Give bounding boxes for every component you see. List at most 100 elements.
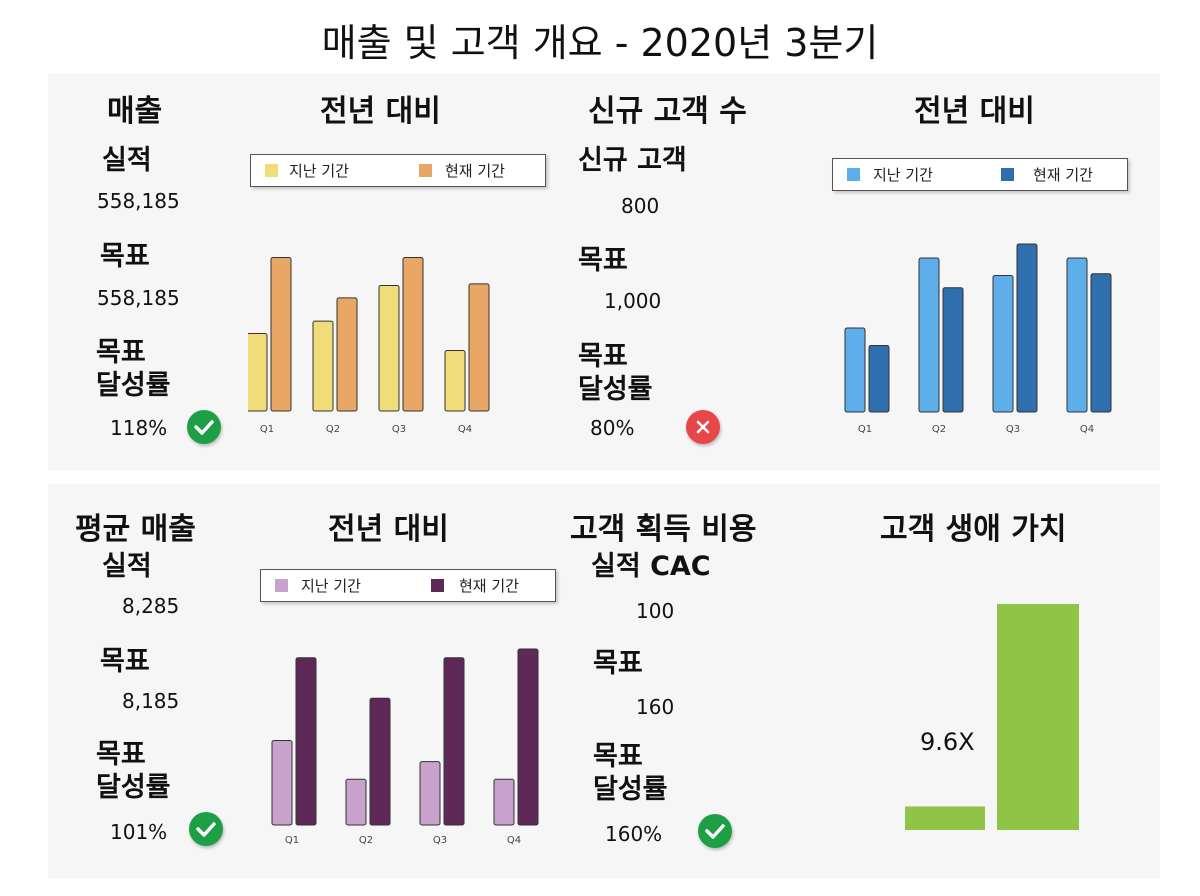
legend-label-current: 현재 기간: [1033, 166, 1093, 184]
avg-sales-yoy-chart: Q1 Q2 Q3 Q4: [271, 648, 539, 846]
x-tick-label: Q4: [507, 835, 521, 846]
top-panel: 매출 실적 558,185 목표 558,185 목표 달성률 118% 전년 …: [48, 74, 1160, 470]
customers-rate-value: 80%: [590, 416, 635, 440]
page-title: 매출 및 고객 개요 - 2020년 3분기: [321, 21, 879, 65]
bar-q1-previous: [248, 333, 268, 412]
check-icon: [698, 814, 732, 848]
sales-chart-title: 전년 대비: [320, 94, 441, 129]
legend-label-previous: 지난 기간: [301, 577, 361, 595]
legend-swatch-previous: [847, 168, 860, 181]
avg-sales-rate-value: 101%: [110, 820, 168, 844]
sales-rate-label-2: 달성률: [96, 370, 171, 401]
bar-q3-current: [402, 257, 424, 412]
bar-q1-current: [295, 657, 317, 826]
clv-chart: [905, 604, 1079, 830]
x-tick-label: Q3: [1006, 424, 1020, 435]
avg-sales-target-label: 목표: [100, 646, 150, 677]
sales-rate-label-1: 목표: [96, 337, 146, 368]
x-tick-label: Q3: [433, 835, 447, 846]
legend-label-previous: 지난 기간: [289, 162, 349, 180]
bar-q3-current: [443, 657, 465, 826]
bar-q2-previous: [345, 778, 367, 826]
x-tick-label: Q2: [359, 835, 373, 846]
bar-q1-previous: [844, 327, 866, 413]
legend-swatch-previous: [275, 579, 288, 592]
bar-q1-current: [270, 257, 292, 412]
bottom-panel: 평균 매출 실적 8,285 목표 8,185 목표 달성률 101% 전년 대…: [48, 484, 1160, 878]
avg-sales-rate-label-2: 달성률: [96, 772, 171, 803]
bar-q4-current: [1090, 273, 1112, 413]
customers-target-label: 목표: [578, 245, 628, 276]
x-tick-label: Q4: [458, 424, 472, 435]
x-tick-label: Q1: [260, 424, 274, 435]
legend-label-previous: 지난 기간: [873, 166, 933, 184]
customers-rate-label-2: 달성률: [578, 374, 653, 405]
legend-swatch-current: [1001, 168, 1014, 181]
bar-q3-previous: [378, 284, 400, 412]
avg-sales-actual-label: 실적: [102, 551, 152, 582]
bar-q1-previous: [271, 740, 293, 826]
customers-chart-legend: 지난 기간 현재 기간: [832, 158, 1128, 191]
cac-rate-label-2: 달성률: [593, 774, 668, 805]
legend-swatch-current: [419, 164, 432, 177]
cac-target-label: 목표: [593, 648, 643, 679]
avg-sales-target-value: 8,185: [122, 689, 180, 713]
bar-q2-previous: [918, 257, 940, 413]
x-tick-label: Q1: [858, 424, 872, 435]
avg-sales-chart-legend: 지난 기간 현재 기간: [260, 569, 556, 602]
cac-rate-label-1: 목표: [593, 741, 643, 772]
cross-icon: [686, 410, 720, 444]
avg-sales-chart-title: 전년 대비: [328, 512, 449, 547]
avg-sales-actual-value: 8,285: [122, 594, 180, 618]
legend-label-current: 현재 기간: [445, 162, 505, 180]
sales-target-value: 558,185: [97, 286, 180, 310]
legend-swatch-previous: [265, 164, 278, 177]
cac-actual-value: 100: [636, 599, 675, 623]
legend-label-current: 현재 기간: [459, 577, 519, 595]
clv-bar-cost: [905, 806, 985, 830]
bar-q1-current: [868, 345, 890, 413]
customers-rate-label-1: 목표: [578, 341, 628, 372]
x-tick-label: Q2: [932, 424, 946, 435]
bar-q4-previous: [493, 778, 515, 826]
legend-swatch-current: [431, 579, 444, 592]
bar-q2-current: [336, 297, 358, 412]
customers-yoy-chart: Q1 Q2 Q3 Q4: [844, 243, 1112, 435]
check-icon: [187, 410, 221, 444]
clv-header: 고객 생애 가치: [880, 512, 1067, 547]
bar-q3-previous: [992, 275, 1014, 413]
avg-sales-rate-label-1: 목표: [96, 739, 146, 770]
customers-header: 신규 고객 수: [588, 94, 747, 129]
bar-q3-current: [1016, 243, 1038, 413]
sales-actual-label: 실적: [102, 145, 152, 176]
cac-actual-label: 실적 CAC: [591, 551, 711, 582]
bar-q2-current: [942, 287, 964, 413]
cac-rate-value: 160%: [605, 822, 663, 846]
bar-q3-previous: [419, 761, 441, 826]
x-tick-label: Q2: [326, 424, 340, 435]
avg-sales-header: 평균 매출: [75, 512, 196, 547]
clv-multiplier: 9.6X: [920, 728, 975, 756]
check-icon: [189, 812, 223, 846]
sales-header: 매출: [107, 94, 163, 129]
customers-actual-value: 800: [621, 194, 660, 218]
cac-target-value: 160: [636, 695, 675, 719]
x-tick-label: Q4: [1080, 424, 1094, 435]
customers-chart-title: 전년 대비: [914, 94, 1035, 129]
sales-chart-legend: 지난 기간 현재 기간: [250, 154, 546, 187]
sales-actual-value: 558,185: [97, 189, 180, 213]
bar-q2-previous: [312, 320, 334, 412]
bar-q4-previous: [444, 350, 466, 412]
bar-q4-previous: [1066, 257, 1088, 413]
cac-header: 고객 획득 비용: [570, 512, 757, 547]
x-tick-label: Q1: [285, 835, 299, 846]
customers-actual-label: 신규 고객: [578, 145, 687, 176]
customers-target-value: 1,000: [604, 289, 662, 313]
bar-q2-current: [369, 697, 391, 826]
clv-bar-value: [997, 604, 1079, 830]
x-tick-label: Q3: [392, 424, 406, 435]
bar-q4-current: [468, 283, 490, 412]
bar-q4-current: [517, 648, 539, 826]
sales-yoy-chart: Q1 Q2 Q3 Q4: [248, 257, 490, 435]
sales-rate-value: 118%: [110, 416, 168, 440]
